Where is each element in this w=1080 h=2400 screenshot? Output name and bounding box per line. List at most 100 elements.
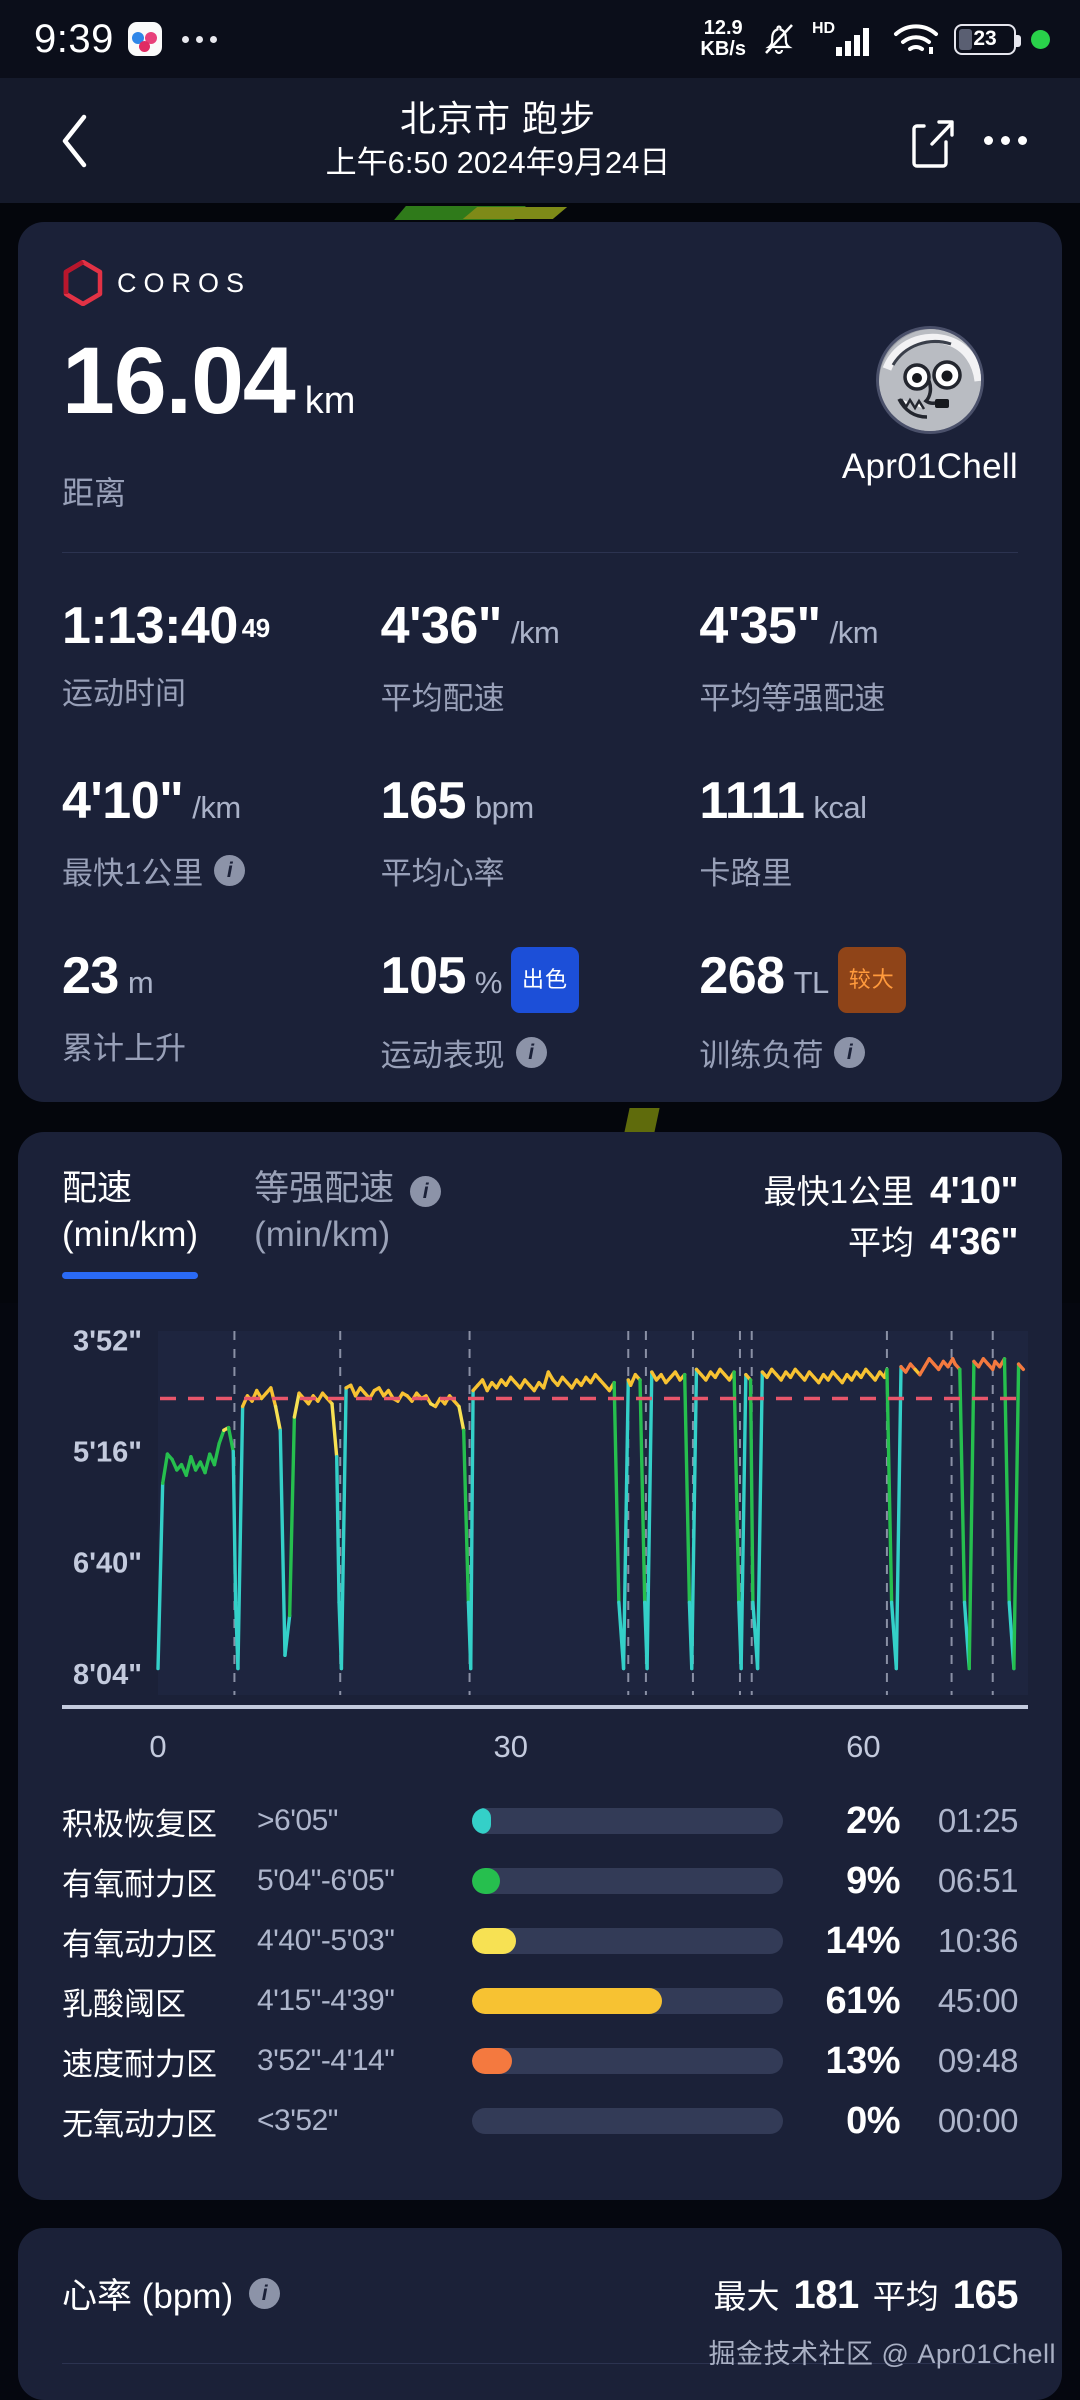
zone-name: 速度耐力区 (62, 2046, 217, 2082)
stat-label-row: 平均配速 (381, 673, 700, 718)
recording-indicator-dot (1031, 29, 1050, 49)
status-bar-left: 9:39 (34, 17, 217, 62)
stat-label-row: 最快1公里 i (62, 848, 381, 893)
stat-value: 4'10" (62, 772, 184, 830)
svg-text:3'52": 3'52" (73, 1325, 142, 1357)
zone-bar-fill (472, 1808, 491, 1834)
share-button[interactable] (896, 104, 970, 178)
stat-value: 1:13:40 (62, 597, 238, 655)
heart-rate-max-label: 最大 (713, 2277, 780, 2315)
stat-unit: /km (829, 615, 879, 650)
stat-value: 1111 (699, 772, 805, 830)
zone-time: 09:48 (937, 2042, 1019, 2079)
stat-label-row: 平均心率 (381, 848, 700, 893)
tab-pace[interactable]: 配速 (min/km) (62, 1166, 199, 1279)
heart-rate-avg-label: 平均 (872, 2277, 939, 2315)
pace-chart-svg[interactable]: 3'52" 5'16" 6'40" 8'04" 0 30 60 (18, 1303, 1062, 1773)
zone-row: 速度耐力区 3'52"-4'14" 13% 09:48 (62, 2031, 1019, 2091)
app-header: 北京市 跑步 上午6:50 2024年9月24日 (0, 78, 1080, 203)
zone-bar-track (472, 2108, 783, 2134)
info-icon[interactable]: i (249, 2278, 281, 2309)
info-icon[interactable]: i (214, 855, 246, 886)
zone-bar-track (472, 2048, 783, 2074)
zone-time: 45:00 (937, 1982, 1019, 2019)
zone-name: 积极恢复区 (62, 1806, 217, 1842)
stat-unit: TL (793, 965, 830, 1000)
info-icon[interactable]: i (515, 1037, 547, 1068)
heart-rate-card[interactable]: 心率 (bpm) i 最大 181 平均 165 (18, 2228, 1062, 2400)
svg-text:60: 60 (846, 1729, 880, 1764)
stat-label-row: 累计上升 (62, 1023, 381, 1068)
wifi-icon (893, 21, 939, 57)
tab-effort-pace[interactable]: 等强配速 (min/km) (254, 1166, 394, 1279)
stat-value-row: 165 bpm (381, 772, 700, 837)
pace-chart[interactable]: 3'52" 5'16" 6'40" 8'04" 0 30 60 (18, 1303, 1062, 1773)
coros-brand-label: COROS (117, 267, 252, 298)
stat-value-row: 1:13:40 49 (62, 597, 381, 657)
heart-rate-divider (62, 2363, 1018, 2364)
user-profile[interactable]: Apr01Chell (842, 326, 1018, 487)
zone-range: 4'40"-5'03" (257, 1924, 395, 1957)
stat-label-row: 运动时间 (62, 668, 381, 713)
stat-value-row: 23 m (62, 947, 381, 1012)
battery-icon: 23 (954, 23, 1021, 55)
status-bar-right: 12.9 KB/s HD (700, 18, 1050, 60)
stat-calories: 1111 kcal 卡路里 (699, 772, 1018, 893)
stat-unit: % (474, 965, 503, 1000)
pace-summary-values: 最快1公里 4'10" 平均 4'36" (764, 1166, 1019, 1268)
network-speed-indicator: 12.9 KB/s (700, 17, 746, 60)
stat-avg-heart-rate: 165 bpm 平均心率 (381, 772, 700, 893)
distance-and-profile-row: 16.04 km 距离 (62, 326, 1018, 514)
activity-summary-card: COROS 16.04 km 距离 (18, 222, 1062, 1102)
heart-rate-title: 心率 (bpm) (62, 2277, 234, 2316)
zone-percent: 2% (846, 1799, 900, 1842)
zone-row: 积极恢复区 >6'05" 2% 01:25 (62, 1791, 1019, 1851)
stat-value-row: 4'10" /km (62, 772, 381, 837)
pace-card: 配速 (min/km) 等强配速 (min/km) i 最快1公里 4'10" … (18, 1132, 1062, 2200)
stat-value: 23 (62, 947, 119, 1005)
status-badge: 较大 (837, 947, 906, 1013)
stat-label: 累计上升 (62, 1031, 186, 1066)
stat-avg-effort-pace: 4'35" /km 平均等强配速 (699, 597, 1018, 718)
more-notifications-icon (181, 35, 217, 43)
mute-bell-icon (761, 20, 797, 58)
stat-avg-pace: 4'36" /km 平均配速 (381, 597, 700, 718)
zone-time: 00:00 (937, 2102, 1019, 2139)
stat-label-row: 运动表现 i (381, 1030, 700, 1075)
svg-text:6'40": 6'40" (73, 1548, 142, 1580)
svg-text:30: 30 (493, 1729, 527, 1764)
more-options-button[interactable] (970, 106, 1040, 176)
stat-value-row: 4'35" /km (699, 597, 1018, 662)
stat-value-row: 268 TL 较大 (699, 947, 1018, 1019)
avatar[interactable] (875, 326, 984, 434)
coros-hexagon-icon (63, 260, 103, 306)
zone-time: 06:51 (937, 1862, 1019, 1899)
zone-name: 有氧动力区 (62, 1926, 217, 1962)
stat-value: 268 (699, 947, 785, 1005)
card-divider (62, 552, 1018, 553)
avatar-face-icon (878, 329, 981, 431)
back-button[interactable] (40, 106, 110, 176)
zone-bar-fill (472, 1868, 500, 1894)
tab-effort-pace-label: 等强配速 (254, 1169, 395, 1208)
stat-label: 卡路里 (699, 856, 793, 891)
stat-label-row: 卡路里 (699, 848, 1018, 893)
tab-effort-pace-group[interactable]: 等强配速 (min/km) i (254, 1166, 442, 1279)
stat-label: 运动表现 (380, 1038, 505, 1073)
zone-name: 无氧动力区 (62, 2106, 217, 2142)
tab-pace-unit: (min/km) (62, 1215, 199, 1254)
stat-fastest-km: 4'10" /km 最快1公里 i (62, 772, 381, 893)
stat-unit: /km (510, 615, 560, 650)
stat-label-row: 平均等强配速 (699, 673, 1018, 718)
stat-value-row: 4'36" /km (381, 597, 700, 662)
info-icon[interactable]: i (410, 1176, 442, 1207)
zone-bar-track (472, 1808, 783, 1834)
zone-percent: 13% (825, 2039, 900, 2082)
info-icon[interactable]: i (834, 1037, 866, 1068)
stat-label: 平均心率 (380, 856, 505, 891)
pace-card-header: 配速 (min/km) 等强配速 (min/km) i 最快1公里 4'10" … (18, 1166, 1062, 1279)
zone-row: 无氧动力区 <3'52" 0% 00:00 (62, 2091, 1019, 2151)
stat-label: 平均等强配速 (699, 681, 886, 716)
distance-unit: km (304, 380, 356, 422)
zone-bar-fill (472, 1928, 516, 1954)
